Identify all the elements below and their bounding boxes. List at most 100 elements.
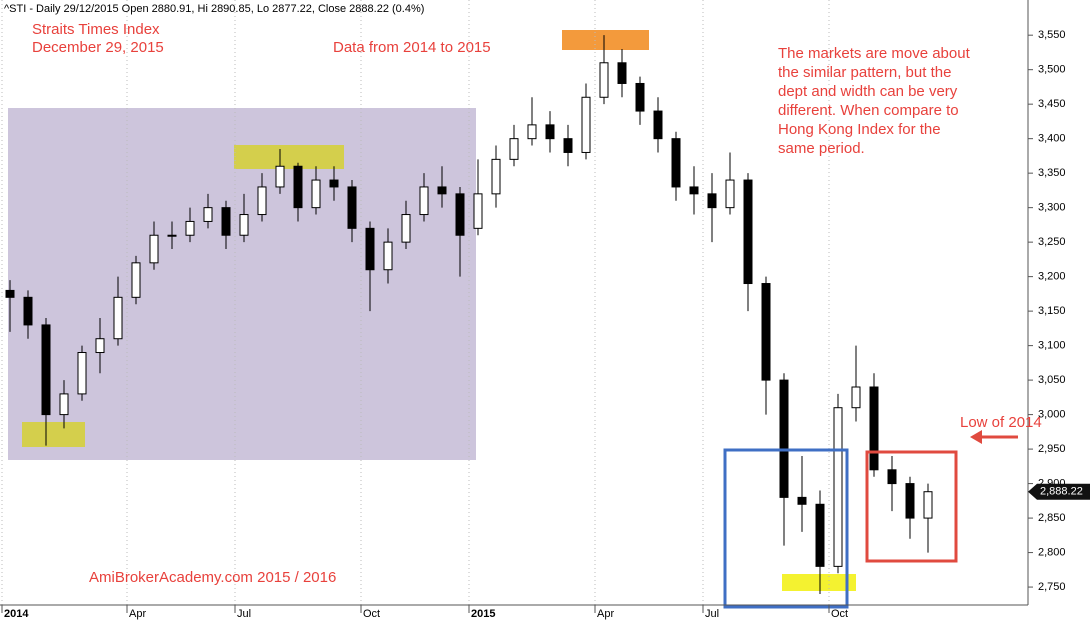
candle-body xyxy=(365,227,375,271)
candle-body xyxy=(347,186,357,229)
candle-body xyxy=(689,186,699,195)
y-tick-label: 2,850 xyxy=(1038,512,1066,524)
candle-body xyxy=(923,491,933,519)
annotation: Data from 2014 to 2015 xyxy=(333,39,491,56)
candle-body xyxy=(905,483,915,519)
note-line: dept and width can be very xyxy=(778,83,958,100)
y-tick-label: 3,300 xyxy=(1038,202,1066,214)
y-tick-label: 2,950 xyxy=(1038,443,1066,455)
candle-body xyxy=(293,165,303,209)
y-tick-label: 3,050 xyxy=(1038,374,1066,386)
y-tick-label: 3,150 xyxy=(1038,305,1066,317)
x-tick-label: Apr xyxy=(129,608,146,620)
candle-body xyxy=(239,214,249,236)
candle-body xyxy=(257,186,267,216)
y-tick-label: 3,200 xyxy=(1038,271,1066,283)
candle-body xyxy=(581,96,591,153)
candle-body xyxy=(185,220,195,236)
candle-body xyxy=(311,179,321,209)
x-tick-label: Oct xyxy=(831,608,848,620)
y-tick-label: 3,100 xyxy=(1038,340,1066,352)
candle-body xyxy=(167,234,177,237)
candle-body xyxy=(869,386,879,471)
candle-body xyxy=(203,207,213,222)
y-tick-label: 3,550 xyxy=(1038,29,1066,41)
candle-body xyxy=(59,393,69,416)
highlight xyxy=(22,422,85,447)
candles xyxy=(5,35,933,594)
box xyxy=(865,450,958,563)
candle-body xyxy=(455,193,465,236)
last-price-label: 2,888.22 xyxy=(1040,486,1083,498)
highlight xyxy=(782,574,856,591)
candle-body xyxy=(23,296,33,326)
candle-body xyxy=(437,186,447,195)
candle-body xyxy=(761,283,771,381)
x-tick-label: 2014 xyxy=(4,608,29,620)
note-line: The markets are move about xyxy=(778,45,971,62)
candle-body xyxy=(779,379,789,498)
x-tick-label: 2015 xyxy=(471,608,495,620)
x-tick-label: Jul xyxy=(237,608,251,620)
candle-body xyxy=(149,234,159,264)
candle-body xyxy=(653,110,663,140)
y-tick-label: 3,350 xyxy=(1038,167,1066,179)
annotation: Straits Times Index xyxy=(32,21,160,38)
y-tick-label: 3,000 xyxy=(1038,409,1066,421)
candle-body xyxy=(527,124,537,140)
annotation: December 29, 2015 xyxy=(32,39,164,56)
note-line: same period. xyxy=(778,140,865,157)
note-line: the similar pattern, but the xyxy=(778,64,951,81)
candle-body xyxy=(95,338,105,354)
y-tick-label: 2,750 xyxy=(1038,581,1066,593)
candle-body xyxy=(5,289,15,298)
x-tick-label: Oct xyxy=(363,608,380,620)
candle-body xyxy=(707,193,717,209)
y-tick-label: 3,450 xyxy=(1038,98,1066,110)
candle-body xyxy=(887,469,897,485)
annotation: AmiBrokerAcademy.com 2015 / 2016 xyxy=(89,569,336,586)
candle-body xyxy=(617,62,627,84)
candle-body xyxy=(743,179,753,285)
y-tick-label: 3,400 xyxy=(1038,133,1066,145)
grid xyxy=(1,0,830,605)
candle-body xyxy=(797,496,807,505)
candle-body xyxy=(419,186,429,216)
y-tick-label: 2,800 xyxy=(1038,546,1066,558)
candle-body xyxy=(131,262,141,298)
candle-body xyxy=(635,82,645,112)
candle-body xyxy=(473,193,483,229)
candle-body xyxy=(113,296,123,340)
candle-body xyxy=(221,207,231,236)
y-tick-label: 3,250 xyxy=(1038,236,1066,248)
x-tick-label: Jul xyxy=(705,608,719,620)
candle-body xyxy=(329,179,339,188)
arrow-head xyxy=(970,430,982,444)
candle-body xyxy=(77,352,87,395)
candle-body xyxy=(41,324,51,416)
candle-body xyxy=(545,124,555,140)
highlight xyxy=(562,30,649,50)
box xyxy=(723,448,849,609)
last-price-tag xyxy=(1028,483,1090,500)
candle-body xyxy=(491,158,501,195)
candle-body xyxy=(833,407,843,567)
highlight xyxy=(234,145,344,169)
chart-title: ^STI - Daily 29/12/2015 Open 2880.91, Hi… xyxy=(4,3,424,15)
annotation: Low of 2014 xyxy=(960,414,1042,431)
candle-body xyxy=(725,179,735,209)
candle-body xyxy=(275,165,285,188)
candle-body xyxy=(815,503,825,567)
candle-body xyxy=(671,138,681,188)
candle-body xyxy=(563,138,573,153)
candle-body xyxy=(851,386,861,409)
note-line: Hong Kong Index for the xyxy=(778,121,941,138)
y-tick-label: 3,500 xyxy=(1038,64,1066,76)
candle-body xyxy=(383,241,393,271)
x-tick-label: Apr xyxy=(597,608,614,620)
candle-body xyxy=(509,138,519,160)
candle-body xyxy=(401,214,411,243)
note-line: different. When compare to xyxy=(778,102,959,119)
candle-body xyxy=(599,62,609,98)
